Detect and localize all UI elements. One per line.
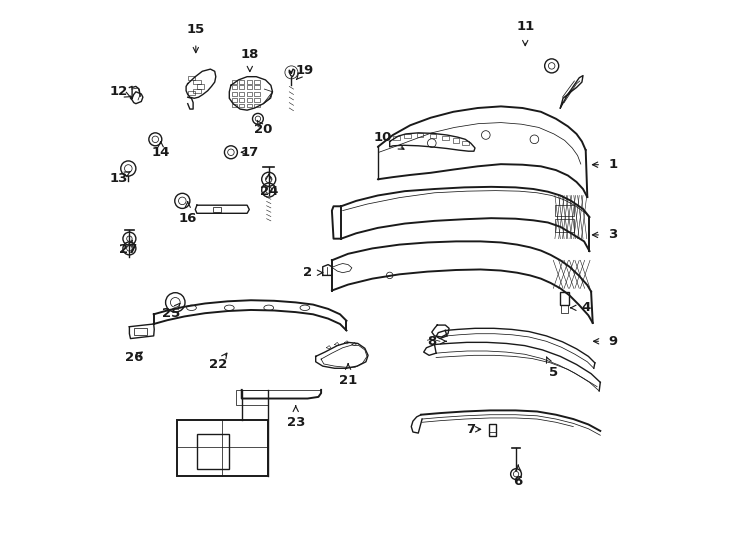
Bar (239, 92, 244, 96)
Text: 4: 4 (571, 301, 590, 314)
Text: 12: 12 (109, 85, 131, 98)
Bar (197, 84, 205, 89)
Text: 24: 24 (260, 174, 278, 198)
Bar (247, 104, 252, 107)
Text: 7: 7 (466, 423, 481, 436)
Bar (555, 205, 574, 216)
Bar (239, 85, 244, 89)
Bar (213, 207, 221, 212)
Bar (239, 98, 244, 102)
Bar (247, 98, 252, 102)
Bar (555, 219, 574, 232)
Text: 19: 19 (296, 64, 314, 79)
Bar (489, 424, 495, 436)
Text: 21: 21 (339, 364, 357, 387)
Bar (232, 80, 237, 84)
Text: 10: 10 (374, 131, 404, 149)
Text: 20: 20 (254, 120, 272, 136)
Bar (254, 98, 260, 102)
Bar (232, 85, 237, 89)
Bar (193, 80, 200, 84)
Text: 15: 15 (186, 23, 205, 53)
Bar (254, 80, 260, 84)
Bar (393, 136, 400, 140)
Bar (188, 91, 195, 95)
Bar (247, 92, 252, 96)
Text: 2: 2 (303, 266, 323, 279)
Bar (247, 85, 252, 89)
Bar (188, 76, 195, 80)
Bar (404, 134, 411, 138)
Bar (232, 98, 237, 102)
Text: 26: 26 (125, 351, 143, 364)
Text: 13: 13 (109, 171, 131, 185)
Bar (429, 134, 436, 138)
Bar (442, 136, 448, 140)
Text: 9: 9 (594, 335, 617, 348)
Text: 5: 5 (546, 357, 558, 379)
Bar (417, 133, 424, 137)
Bar (562, 305, 568, 313)
Bar (232, 92, 237, 96)
Text: 22: 22 (209, 353, 228, 371)
Text: 27: 27 (119, 240, 137, 256)
Bar (453, 138, 459, 143)
Bar (254, 92, 260, 96)
Text: 11: 11 (516, 21, 534, 46)
Text: 18: 18 (241, 48, 259, 72)
Text: 8: 8 (427, 335, 446, 348)
Bar (236, 390, 268, 405)
Bar (247, 80, 252, 84)
Bar (462, 141, 468, 145)
Bar (560, 292, 569, 305)
Bar (177, 420, 268, 476)
Text: 23: 23 (286, 406, 305, 429)
Text: 17: 17 (240, 146, 258, 159)
Bar (239, 104, 244, 107)
Bar (134, 328, 148, 335)
Bar (254, 104, 260, 107)
Bar (239, 80, 244, 84)
Text: 14: 14 (151, 141, 170, 159)
Text: 1: 1 (592, 158, 617, 171)
Text: 25: 25 (162, 303, 181, 320)
Bar (232, 104, 237, 107)
Text: 6: 6 (514, 465, 523, 488)
Bar (193, 89, 200, 93)
Text: 3: 3 (592, 228, 617, 241)
Bar (254, 85, 260, 89)
Text: 16: 16 (178, 202, 197, 225)
Bar (197, 434, 229, 469)
